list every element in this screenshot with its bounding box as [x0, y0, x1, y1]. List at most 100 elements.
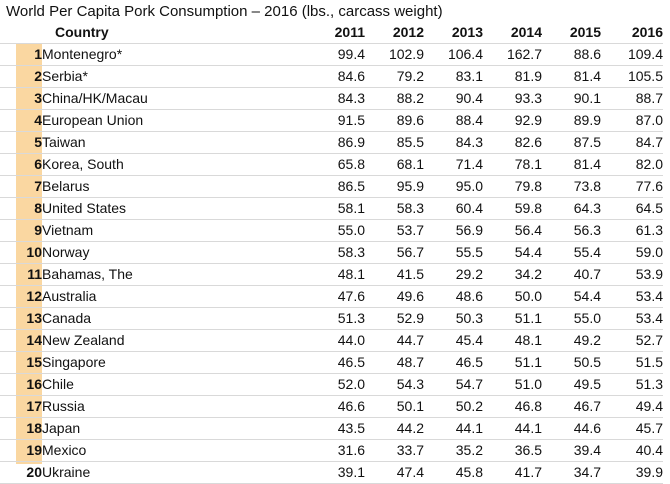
table-row: 10 Norway 58.3 56.7 55.5 54.4 55.4 59.0 — [0, 241, 663, 264]
value-cell: 53.4 — [601, 307, 663, 330]
value-cell: 55.5 — [424, 241, 483, 264]
value-cell: 82.0 — [601, 153, 663, 176]
value-cell: 102.9 — [365, 43, 424, 66]
value-cell: 68.1 — [365, 153, 424, 176]
table-row: 19 Mexico 31.6 33.7 35.2 36.5 39.4 40.4 — [0, 439, 663, 462]
value-cell: 48.7 — [365, 351, 424, 374]
table-row: 16 Chile 52.0 54.3 54.7 51.0 49.5 51.3 — [0, 373, 663, 396]
value-cell: 73.8 — [542, 175, 601, 198]
value-cell: 56.4 — [483, 219, 542, 242]
value-cell: 79.8 — [483, 175, 542, 198]
value-cell: 59.8 — [483, 197, 542, 220]
value-cell: 45.4 — [424, 329, 483, 352]
country-cell: China/HK/Macau — [42, 87, 306, 110]
value-cell: 51.5 — [601, 351, 663, 374]
value-cell: 77.6 — [601, 175, 663, 198]
table-row: 14 New Zealand 44.0 44.7 45.4 48.1 49.2 52.7 — [0, 329, 663, 352]
value-cell: 106.4 — [424, 43, 483, 66]
country-cell: Ukraine — [42, 461, 306, 484]
rank-cell: 11 — [0, 263, 42, 286]
value-cell: 33.7 — [365, 439, 424, 462]
value-cell: 51.1 — [483, 351, 542, 374]
value-cell: 84.6 — [306, 65, 365, 88]
value-cell: 46.6 — [306, 395, 365, 418]
value-cell: 48.1 — [306, 263, 365, 286]
value-cell: 46.5 — [306, 351, 365, 374]
value-cell: 59.0 — [601, 241, 663, 264]
value-cell: 53.4 — [601, 285, 663, 308]
value-cell: 34.2 — [483, 263, 542, 286]
value-cell: 87.5 — [542, 131, 601, 154]
value-cell: 49.4 — [601, 395, 663, 418]
value-cell: 31.6 — [306, 439, 365, 462]
value-cell: 35.2 — [424, 439, 483, 462]
value-cell: 44.1 — [424, 417, 483, 440]
value-cell: 46.8 — [483, 395, 542, 418]
value-cell: 61.3 — [601, 219, 663, 242]
value-cell: 50.5 — [542, 351, 601, 374]
value-cell: 50.2 — [424, 395, 483, 418]
value-cell: 84.3 — [306, 87, 365, 110]
table-row: 4 European Union 91.5 89.6 88.4 92.9 89.9 87.0 — [0, 109, 663, 132]
rank-cell: 16 — [0, 373, 42, 396]
table-row: 15 Singapore 46.5 48.7 46.5 51.1 50.5 51.5 — [0, 351, 663, 374]
value-cell: 56.3 — [542, 219, 601, 242]
value-cell: 109.4 — [601, 43, 663, 66]
value-cell: 41.5 — [365, 263, 424, 286]
value-cell: 60.4 — [424, 197, 483, 220]
value-cell: 47.6 — [306, 285, 365, 308]
year-header: 2012 — [365, 22, 424, 44]
value-cell: 39.4 — [542, 439, 601, 462]
rank-cell: 18 — [0, 417, 42, 440]
value-cell: 51.0 — [483, 373, 542, 396]
value-cell: 52.9 — [365, 307, 424, 330]
rank-cell: 8 — [0, 197, 42, 220]
value-cell: 50.0 — [483, 285, 542, 308]
value-cell: 54.4 — [542, 285, 601, 308]
value-cell: 55.4 — [542, 241, 601, 264]
rank-cell: 2 — [0, 65, 42, 88]
value-cell: 83.1 — [424, 65, 483, 88]
year-header: 2016 — [601, 22, 663, 44]
rank-cell: 19 — [0, 439, 42, 462]
value-cell: 65.8 — [306, 153, 365, 176]
country-cell: Serbia* — [42, 65, 306, 88]
value-cell: 52.0 — [306, 373, 365, 396]
country-cell: European Union — [42, 109, 306, 132]
rank-cell: 17 — [0, 395, 42, 418]
country-cell: Japan — [42, 417, 306, 440]
value-cell: 46.5 — [424, 351, 483, 374]
table-row: 13 Canada 51.3 52.9 50.3 51.1 55.0 53.4 — [0, 307, 663, 330]
value-cell: 44.2 — [365, 417, 424, 440]
value-cell: 90.4 — [424, 87, 483, 110]
value-cell: 84.3 — [424, 131, 483, 154]
table-body: 1 Montenegro* 99.4 102.9 106.4 162.7 88.6 109.4… — [0, 43, 663, 484]
value-cell: 93.3 — [483, 87, 542, 110]
table-row: 20 Ukraine 39.1 47.4 45.8 41.7 34.7 39.9 — [0, 461, 663, 484]
value-cell: 44.7 — [365, 329, 424, 352]
value-cell: 87.0 — [601, 109, 663, 132]
country-cell: Taiwan — [42, 131, 306, 154]
country-cell: Russia — [42, 395, 306, 418]
value-cell: 95.0 — [424, 175, 483, 198]
value-cell: 92.9 — [483, 109, 542, 132]
value-cell: 40.7 — [542, 263, 601, 286]
value-cell: 81.4 — [542, 153, 601, 176]
country-cell: Chile — [42, 373, 306, 396]
rank-cell: 4 — [0, 109, 42, 132]
value-cell: 79.2 — [365, 65, 424, 88]
table-row: 12 Australia 47.6 49.6 48.6 50.0 54.4 53.4 — [0, 285, 663, 308]
value-cell: 81.4 — [542, 65, 601, 88]
country-cell: Bahamas, The — [42, 263, 306, 286]
value-cell: 99.4 — [306, 43, 365, 66]
value-cell: 82.6 — [483, 131, 542, 154]
value-cell: 44.6 — [542, 417, 601, 440]
value-cell: 51.3 — [601, 373, 663, 396]
value-cell: 29.2 — [424, 263, 483, 286]
rank-header — [0, 22, 42, 44]
table-row: 18 Japan 43.5 44.2 44.1 44.1 44.6 45.7 — [0, 417, 663, 440]
value-cell: 43.5 — [306, 417, 365, 440]
value-cell: 81.9 — [483, 65, 542, 88]
value-cell: 52.7 — [601, 329, 663, 352]
rank-cell: 15 — [0, 351, 42, 374]
